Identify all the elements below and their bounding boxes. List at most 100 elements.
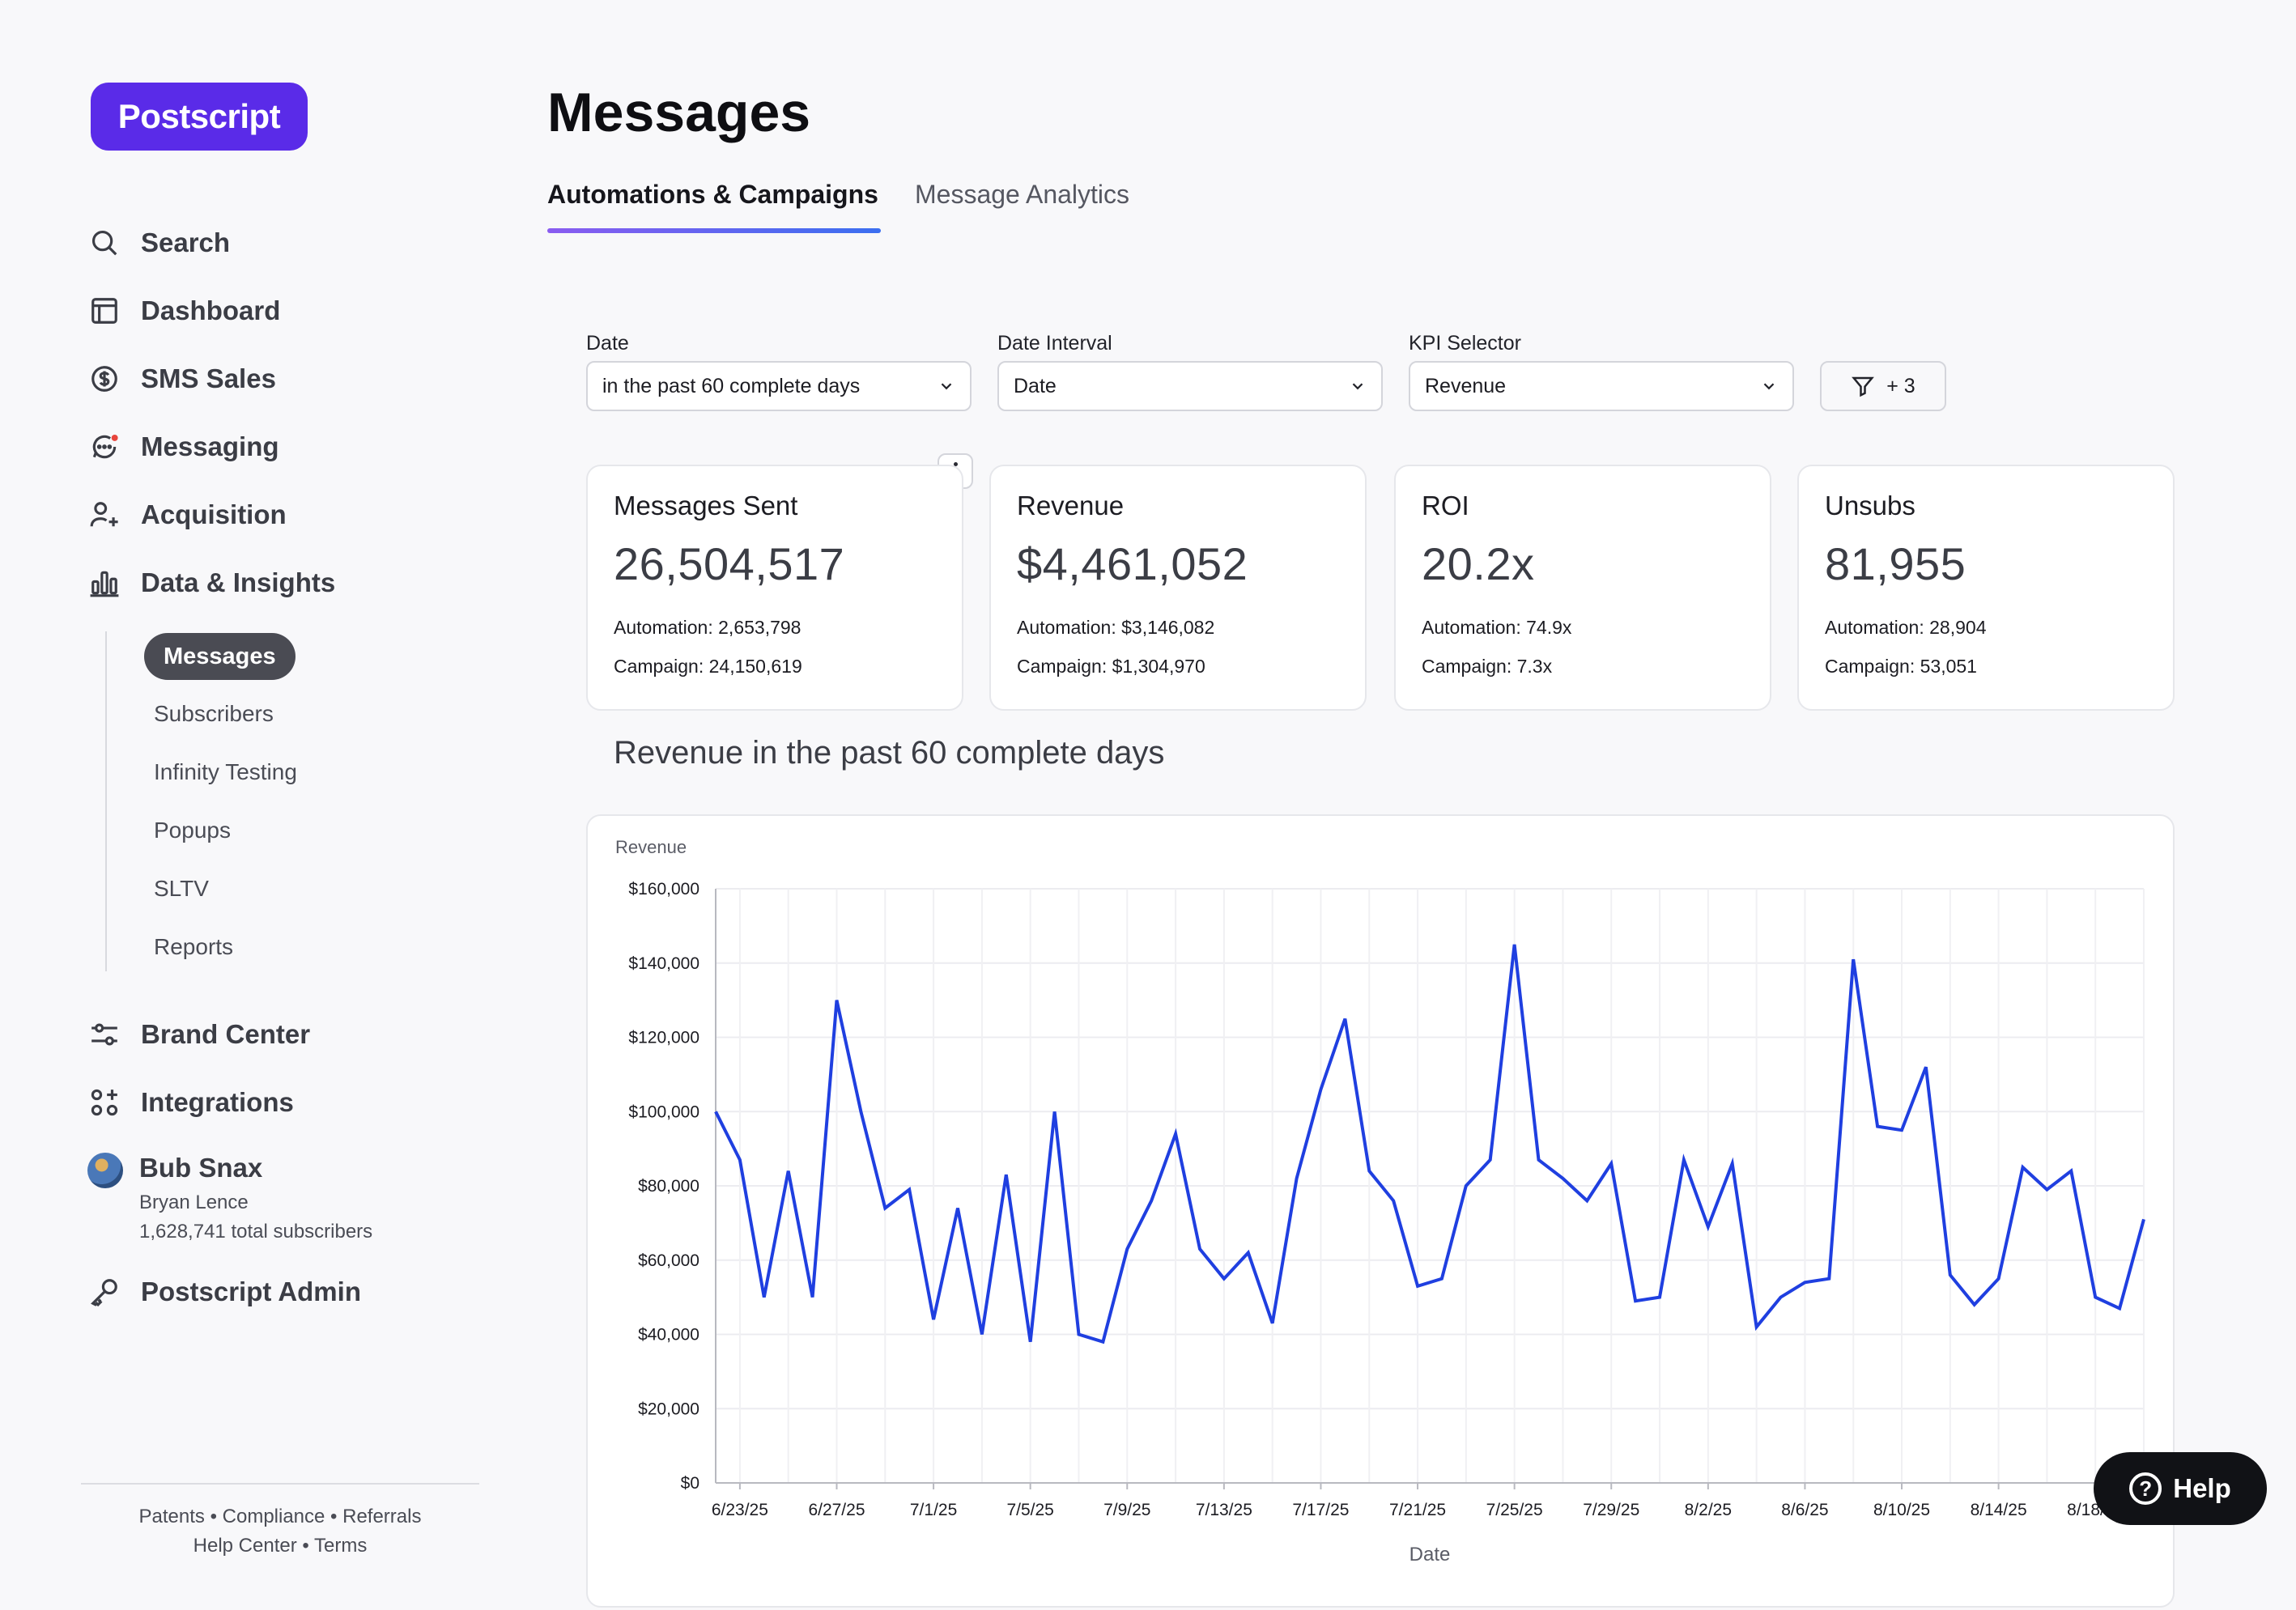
chevron-down-icon <box>941 383 952 390</box>
kpi-automation: Automation: 2,653,798 <box>614 617 801 638</box>
x-tick-label: 7/13/25 <box>1196 1501 1252 1519</box>
sidebar-item-integrations[interactable]: Integrations <box>89 1078 294 1127</box>
key-icon <box>91 1279 117 1307</box>
subnav-item-infinity-testing[interactable]: Infinity Testing <box>154 759 297 784</box>
revenue-chart-card: Revenue $0 $20,000 $40,000 $60,000 $80,000 $10… <box>586 814 2175 1608</box>
date-select[interactable]: in the past 60 complete days <box>586 361 972 411</box>
chevron-down-icon <box>1352 383 1363 390</box>
search-icon <box>91 230 117 256</box>
tab-message-analytics[interactable]: Message Analytics <box>915 180 1130 209</box>
kpi-select-value: Revenue <box>1425 374 1507 397</box>
grid-plus-icon <box>91 1089 118 1116</box>
sidebar-item-label: Dashboard <box>141 295 281 325</box>
filter-icon <box>1852 376 1875 397</box>
kpi-value: 26,504,517 <box>614 538 845 589</box>
x-tick-label: 7/29/25 <box>1583 1501 1639 1519</box>
kpi-automation: Automation: 74.9x <box>1422 617 1572 638</box>
footer-links-secondary[interactable]: Help Center • Terms <box>193 1535 368 1557</box>
dollar-icon <box>91 366 117 392</box>
chat-icon <box>92 434 118 459</box>
user-add-icon <box>90 502 118 527</box>
kpi-selector-label: KPI Selector <box>1409 332 1521 355</box>
more-filters-count: + 3 <box>1886 374 1915 397</box>
x-tick-label: 7/5/25 <box>1006 1501 1053 1519</box>
chevron-down-icon <box>1763 383 1775 390</box>
account-user: Bryan Lence <box>139 1192 249 1213</box>
postscript-logo[interactable]: Postscript <box>91 83 308 151</box>
sidebar-item-label: Messaging <box>141 431 279 461</box>
date-filter-label: Date <box>586 332 629 355</box>
subnav-item-popups[interactable]: Popups <box>154 818 231 843</box>
subnav-item-subscribers[interactable]: Subscribers <box>154 701 274 726</box>
chart-title: Revenue in the past 60 complete days <box>614 735 1165 771</box>
kpi-select[interactable]: Revenue <box>1409 361 1794 411</box>
kpi-campaign: Campaign: 7.3x <box>1422 656 1553 677</box>
y-tick-label: $160,000 <box>628 880 699 898</box>
bar-chart-icon <box>90 571 119 597</box>
account-subscribers: 1,628,741 total subscribers <box>139 1221 373 1243</box>
kpi-card-unsubs: Unsubs 81,955 Automation: 28,904 Campaig… <box>1797 465 2175 711</box>
date-select-value: in the past 60 complete days <box>602 374 861 397</box>
footer-divider <box>81 1483 479 1485</box>
help-label: Help <box>2173 1473 2231 1503</box>
kpi-title: Revenue <box>1017 491 1125 520</box>
help-button[interactable]: ? Help <box>2094 1452 2267 1525</box>
subnav-item-reports[interactable]: Reports <box>154 934 234 959</box>
x-tick-label: 8/2/25 <box>1685 1501 1732 1519</box>
subnav-item-messages[interactable]: Messages <box>144 633 296 680</box>
avatar[interactable] <box>87 1153 123 1188</box>
date-interval-label: Date Interval <box>997 332 1112 355</box>
sidebar-item-brand-center[interactable]: Brand Center <box>89 1010 310 1059</box>
y-tick-label: $140,000 <box>628 954 699 973</box>
sidebar-item-dashboard[interactable]: Dashboard <box>89 287 280 335</box>
sliders-icon <box>91 1023 117 1046</box>
dashboard-icon <box>91 298 117 324</box>
sidebar-item-messaging[interactable]: Messaging <box>89 423 279 471</box>
y-tick-label: $20,000 <box>638 1400 699 1418</box>
sidebar-item-label: Search <box>141 227 231 257</box>
kpi-title: Messages Sent <box>614 491 798 520</box>
tab-automations-campaigns[interactable]: Automations & Campaigns <box>547 180 878 209</box>
sidebar-item-label: Postscript Admin <box>141 1277 361 1306</box>
x-tick-label: 7/21/25 <box>1389 1501 1446 1519</box>
subnav-item-sltv[interactable]: SLTV <box>154 876 209 901</box>
account-name[interactable]: Bub Snax <box>139 1153 263 1183</box>
active-tab-indicator <box>547 228 881 233</box>
sidebar-item-postscript-admin[interactable]: Postscript Admin <box>89 1268 361 1316</box>
y-tick-label: $100,000 <box>628 1102 699 1121</box>
kpi-title: ROI <box>1422 491 1469 520</box>
x-tick-label: 7/9/25 <box>1103 1501 1150 1519</box>
sidebar-item-sms-sales[interactable]: SMS Sales <box>89 355 276 403</box>
kpi-value: 81,955 <box>1825 538 1966 589</box>
help-icon: ? <box>2129 1472 2162 1505</box>
x-tick-label: 7/17/25 <box>1292 1501 1349 1519</box>
kpi-automation: Automation: 28,904 <box>1825 617 1987 638</box>
x-tick-label: 8/6/25 <box>1781 1501 1828 1519</box>
kpi-campaign: Campaign: 53,051 <box>1825 656 1977 677</box>
sidebar-item-label: SMS Sales <box>141 363 276 393</box>
sidebar-item-search[interactable]: Search <box>89 219 230 267</box>
kpi-campaign: Campaign: $1,304,970 <box>1017 656 1205 677</box>
x-tick-label: 7/25/25 <box>1486 1501 1543 1519</box>
sidebar-item-data-insights[interactable]: Data & Insights <box>89 559 335 607</box>
kpi-card-revenue: Revenue $4,461,052 Automation: $3,146,08… <box>989 465 1367 711</box>
y-axis-label: Revenue <box>615 837 687 857</box>
sidebar-item-acquisition[interactable]: Acquisition <box>89 491 287 539</box>
page-title: Messages <box>547 82 811 143</box>
kpi-automation: Automation: $3,146,082 <box>1017 617 1215 638</box>
y-tick-label: $80,000 <box>638 1177 699 1196</box>
date-interval-select[interactable]: Date <box>997 361 1383 411</box>
sidebar-item-label: Data & Insights <box>141 567 336 597</box>
sidebar-item-label: Brand Center <box>141 1019 311 1049</box>
kpi-title: Unsubs <box>1825 491 1915 520</box>
x-tick-label: 6/23/25 <box>712 1501 768 1519</box>
footer-links-primary[interactable]: Patents • Compliance • Referrals <box>138 1506 422 1527</box>
kpi-value: 20.2x <box>1422 538 1535 589</box>
y-tick-label: $60,000 <box>638 1251 699 1270</box>
more-filters-button[interactable]: + 3 <box>1820 361 1946 411</box>
kpi-campaign: Campaign: 24,150,619 <box>614 656 802 677</box>
x-tick-label: 6/27/25 <box>808 1501 865 1519</box>
kpi-card-messages-sent: Messages Sent 26,504,517 Automation: 2,6… <box>586 465 963 711</box>
x-tick-label: 8/14/25 <box>1971 1501 2027 1519</box>
sidebar-item-label: Acquisition <box>141 499 287 529</box>
